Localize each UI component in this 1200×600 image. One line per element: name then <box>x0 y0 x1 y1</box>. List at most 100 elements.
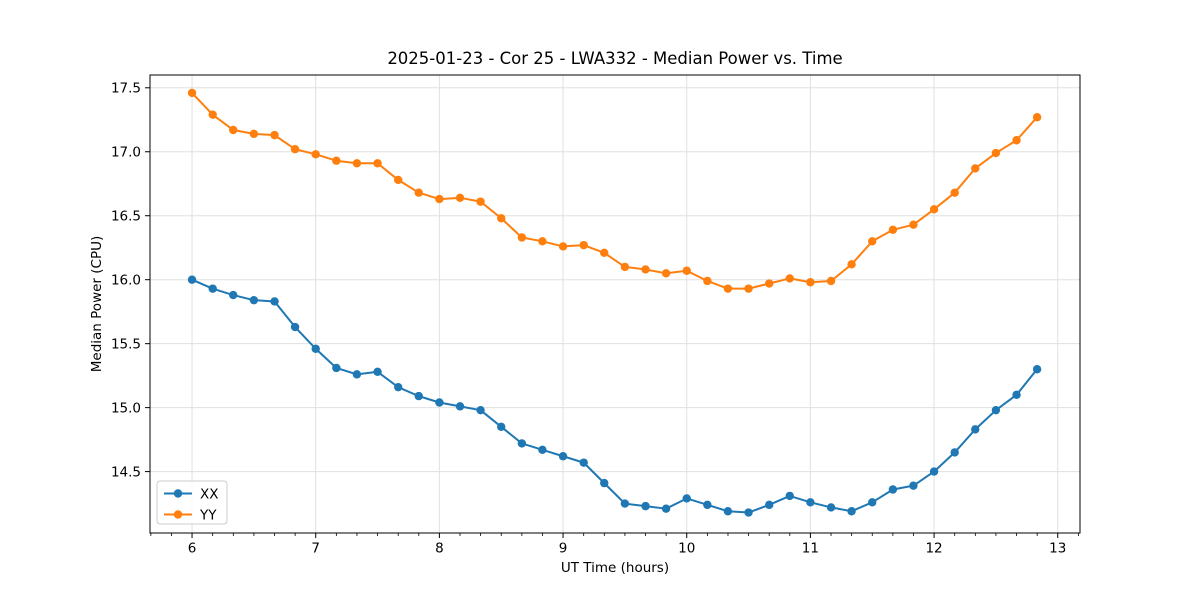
data-point-YY <box>620 262 630 272</box>
data-point-YY <box>538 237 547 246</box>
data-point-XX <box>641 501 650 511</box>
data-point-YY <box>290 145 300 154</box>
data-point-XX <box>682 494 691 503</box>
data-point-YY <box>971 164 980 173</box>
data-point-XX <box>868 498 877 507</box>
data-point-XX <box>703 500 712 510</box>
data-point-YY <box>682 266 691 275</box>
data-point-YY <box>909 220 918 229</box>
data-point-XX <box>332 363 341 373</box>
data-point-XX <box>991 405 1001 415</box>
data-point-YY <box>1032 113 1042 122</box>
chart-title: 2025-01-23 - Cor 25 - LWA332 - Median Po… <box>387 49 842 68</box>
data-point-YY <box>806 278 815 287</box>
legend-label-YY: YY <box>199 507 217 523</box>
y-tick-label: 14.5 <box>111 464 141 480</box>
data-point-YY <box>929 205 939 214</box>
data-point-XX <box>187 275 197 284</box>
data-point-XX <box>229 290 238 300</box>
data-point-YY <box>311 150 320 159</box>
data-point-XX <box>517 439 527 448</box>
x-tick-label: 9 <box>559 541 568 557</box>
data-point-YY <box>497 214 506 223</box>
data-point-XX <box>1012 390 1021 400</box>
data-point-YY <box>455 193 465 203</box>
data-point-YY <box>641 265 650 274</box>
data-point-YY <box>476 197 485 206</box>
data-point-YY <box>661 269 671 278</box>
data-point-YY <box>744 284 753 293</box>
y-tick-label: 17.5 <box>111 81 141 97</box>
x-tick-label: 8 <box>435 541 444 557</box>
data-point-XX <box>579 458 588 467</box>
data-point-XX <box>929 467 939 476</box>
data-point-YY <box>950 188 959 197</box>
data-point-XX <box>414 391 423 401</box>
x-tick-label: 12 <box>925 541 942 557</box>
y-axis-label: Median Power (CPU) <box>89 236 105 372</box>
data-point-YY <box>352 159 362 168</box>
data-point-YY <box>785 274 794 283</box>
x-axis-label: UT Time (hours) <box>561 560 669 576</box>
data-point-XX <box>661 504 671 513</box>
x-tick-label: 10 <box>678 541 695 557</box>
data-point-YY <box>847 260 856 269</box>
data-point-XX <box>455 402 465 411</box>
legend-sample-marker-YY <box>173 510 183 519</box>
data-point-XX <box>270 297 279 306</box>
data-point-XX <box>311 344 320 353</box>
data-point-YY <box>579 240 588 250</box>
data-point-XX <box>1032 365 1042 374</box>
data-point-XX <box>497 422 506 432</box>
plot-area: 6 7 8 9 10 11 12 13 14.5 15.0 15.5 16.0 16.5 17.0 17.5… <box>111 74 1081 557</box>
x-tick-label: 13 <box>1049 541 1066 557</box>
data-point-YY <box>600 248 609 258</box>
data-point-XX <box>765 500 774 510</box>
y-tick-label: 16.0 <box>111 272 141 288</box>
data-point-YY <box>868 237 877 246</box>
data-point-YY <box>373 159 382 168</box>
data-point-YY <box>270 130 279 140</box>
data-point-XX <box>352 370 362 379</box>
legend-sample-marker-XX <box>173 489 183 498</box>
y-tick-label: 17.0 <box>111 145 141 161</box>
data-point-YY <box>723 284 733 293</box>
data-point-XX <box>950 448 959 457</box>
data-point-XX <box>249 295 259 305</box>
data-point-XX <box>826 503 836 512</box>
data-point-XX <box>620 499 630 508</box>
data-point-YY <box>229 125 238 135</box>
x-tick-label: 7 <box>311 541 320 557</box>
data-point-XX <box>888 485 898 494</box>
data-point-XX <box>785 491 794 501</box>
data-point-XX <box>208 284 217 293</box>
data-point-XX <box>394 382 403 392</box>
data-point-XX <box>600 478 609 488</box>
data-point-XX <box>538 445 547 455</box>
data-point-YY <box>558 242 568 251</box>
data-point-XX <box>435 398 444 407</box>
data-point-YY <box>888 225 898 234</box>
y-tick-label: 16.5 <box>111 209 141 225</box>
data-point-YY <box>765 279 774 288</box>
data-point-YY <box>1012 136 1021 145</box>
data-point-XX <box>558 452 568 461</box>
data-point-YY <box>187 88 197 98</box>
data-point-XX <box>290 322 300 332</box>
data-point-YY <box>414 188 423 197</box>
legend-label-XX: XX <box>200 486 219 502</box>
data-point-YY <box>394 175 403 185</box>
data-point-XX <box>723 507 733 516</box>
data-point-YY <box>517 233 527 242</box>
x-tick-label: 6 <box>188 541 197 557</box>
data-point-XX <box>909 481 918 490</box>
data-point-XX <box>971 425 980 434</box>
data-point-XX <box>476 405 485 415</box>
data-point-XX <box>847 507 856 516</box>
data-point-YY <box>991 148 1001 158</box>
axes-frame <box>149 74 1081 534</box>
y-tick-label: 15.5 <box>111 336 141 352</box>
data-point-XX <box>806 498 815 507</box>
